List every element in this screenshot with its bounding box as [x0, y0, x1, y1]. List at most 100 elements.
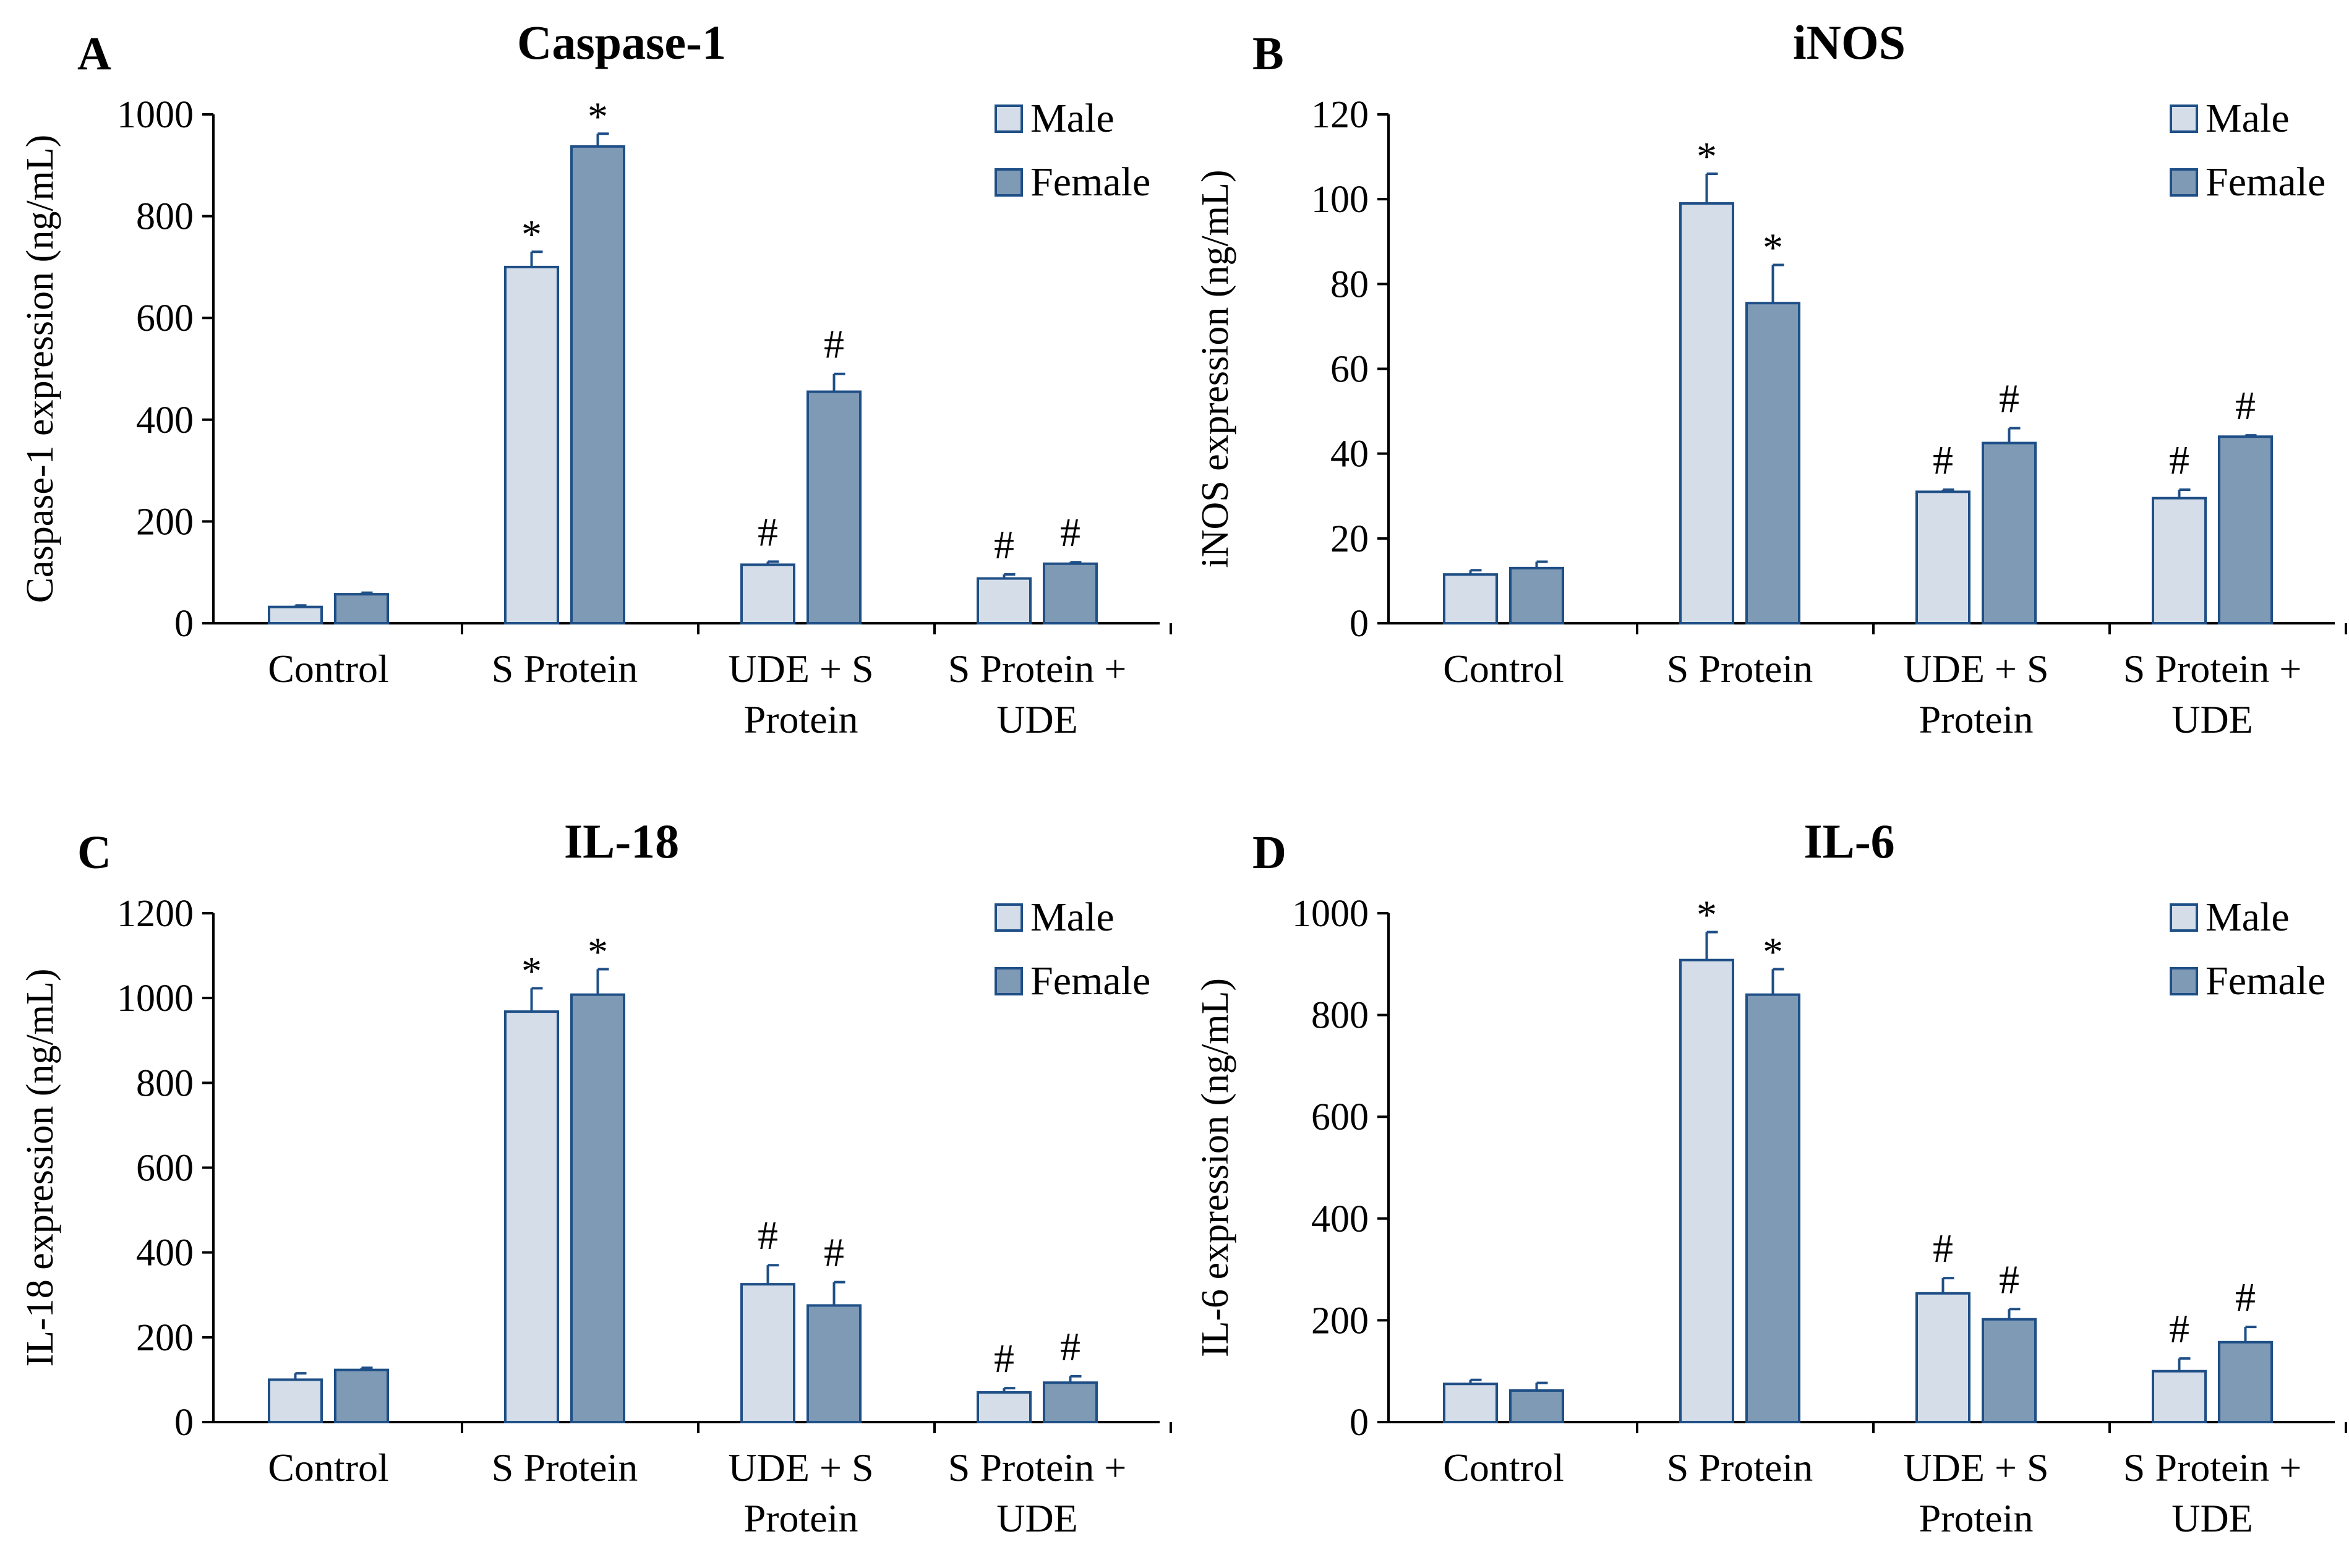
significance-hash: # [1999, 377, 2019, 422]
x-category-label: UDE + S [1903, 647, 2048, 691]
x-category-label: Protein [744, 1496, 858, 1540]
significance-hash: # [994, 1336, 1014, 1381]
legend-swatch-male [2170, 104, 2198, 133]
legend-swatch-male [995, 903, 1023, 932]
legend-label-female: Female [1030, 958, 1150, 1003]
bar-male [2152, 496, 2207, 624]
bar-female [1509, 1389, 1564, 1424]
significance-hash: # [1999, 1257, 2019, 1302]
bar-female [1982, 441, 2037, 624]
significance-asterisk: * [588, 930, 608, 975]
x-category-label: UDE + S [728, 1446, 873, 1489]
bar-male [1679, 958, 1734, 1423]
significance-asterisk: * [588, 94, 608, 139]
bar-female [1982, 1318, 2037, 1423]
bar-female [2218, 435, 2273, 624]
legend-label-male: Male [1030, 96, 1115, 141]
legend-swatch-male [995, 104, 1023, 133]
bar-male [977, 577, 1032, 624]
x-category-label: UDE + S [728, 647, 873, 691]
x-category-label: Control [268, 647, 389, 691]
y-tick-label: 600 [136, 297, 194, 339]
panel-letter: B [1252, 28, 1284, 80]
bar-female [570, 993, 625, 1424]
bar-female [807, 390, 862, 624]
x-category-label: Protein [1919, 697, 2034, 741]
y-tick-label: 600 [1311, 1096, 1369, 1138]
bar-male [2152, 1370, 2207, 1423]
bar-female [1745, 993, 1800, 1424]
significance-hash: # [758, 1213, 778, 1258]
significance-hash: # [758, 509, 778, 555]
y-tick-label: 80 [1330, 263, 1369, 305]
y-tick-label: 800 [136, 196, 194, 238]
chart-title: iNOS [1793, 15, 1906, 69]
y-tick-label: 60 [1330, 349, 1369, 391]
bar-male [504, 265, 559, 624]
x-category-label: UDE [996, 697, 1078, 741]
significance-hash: # [1933, 438, 1953, 483]
significance-hash: # [1060, 510, 1080, 555]
y-tick-label: 400 [1311, 1198, 1369, 1240]
bar-male [504, 1010, 559, 1423]
chart-title: IL-6 [1803, 814, 1894, 868]
x-category-label: S Protein [1667, 1446, 1813, 1489]
y-axis-label: Caspase-1 expression (ng/mL) [19, 135, 61, 603]
y-tick-label: 1200 [117, 893, 194, 935]
y-tick-label: 800 [136, 1062, 194, 1104]
x-category-label: Protein [1919, 1496, 2034, 1540]
legend-label-male: Male [1030, 895, 1115, 940]
significance-asterisk: * [1696, 134, 1717, 179]
significance-asterisk: * [1696, 892, 1717, 937]
significance-asterisk: * [521, 948, 542, 994]
x-category-label: UDE [996, 1496, 1078, 1540]
y-tick-label: 200 [136, 1317, 194, 1359]
legend-label-male: Male [2206, 96, 2290, 141]
bar-male [740, 563, 795, 624]
y-tick-label: 200 [1311, 1300, 1369, 1342]
significance-asterisk: * [1763, 225, 1783, 270]
x-category-label: UDE [2171, 1496, 2253, 1540]
y-axis-label: IL-18 expression (ng/mL) [19, 969, 61, 1367]
x-category-label: S Protein [492, 647, 638, 691]
y-tick-label: 40 [1330, 433, 1369, 475]
bar-male [268, 605, 323, 625]
y-tick-label: 400 [136, 1232, 194, 1274]
x-category-label: S Protein + [2123, 1446, 2302, 1489]
bar-female [1043, 562, 1098, 624]
y-axis-label: iNOS expression (ng/mL) [1194, 169, 1236, 568]
y-tick-label: 0 [174, 603, 194, 645]
bar-female [2218, 1340, 2273, 1424]
bar-male [1679, 202, 1734, 624]
panel-letter: C [77, 827, 111, 879]
bar-female [1509, 566, 1564, 625]
y-tick-label: 0 [1350, 1402, 1369, 1444]
x-category-label: Control [1443, 647, 1564, 691]
x-category-label: S Protein + [948, 647, 1127, 691]
significance-hash: # [824, 1230, 844, 1276]
x-category-label: Control [268, 1446, 389, 1489]
legend-swatch-male [2170, 903, 2198, 932]
panel-a: A Caspase-1 Caspase-1 expression (ng/mL) 0 2… [19, 15, 1172, 741]
y-tick-label: 1000 [117, 94, 194, 136]
x-category-label: Protein [744, 697, 858, 741]
chart-title: Caspase-1 [517, 15, 726, 69]
panel-d: D IL-6 IL-6 expression (ng/mL) 0 200 400 600 80… [1194, 814, 2347, 1540]
legend-label-female: Female [2206, 958, 2325, 1003]
y-tick-label: 20 [1330, 518, 1369, 560]
bar-male [1443, 573, 1498, 624]
significance-asterisk: * [1763, 930, 1783, 975]
legend-label-male: Male [2206, 895, 2290, 940]
y-tick-label: 400 [136, 399, 194, 441]
legend-swatch-female [2170, 967, 2198, 995]
panel-letter: D [1252, 827, 1286, 879]
significance-hash: # [2169, 438, 2189, 483]
bar-female [1043, 1381, 1098, 1424]
bar-male [977, 1391, 1032, 1424]
x-category-label: S Protein + [2123, 647, 2302, 691]
y-tick-label: 0 [174, 1402, 194, 1444]
bar-female [334, 1368, 389, 1424]
x-category-label: UDE [2171, 697, 2253, 741]
